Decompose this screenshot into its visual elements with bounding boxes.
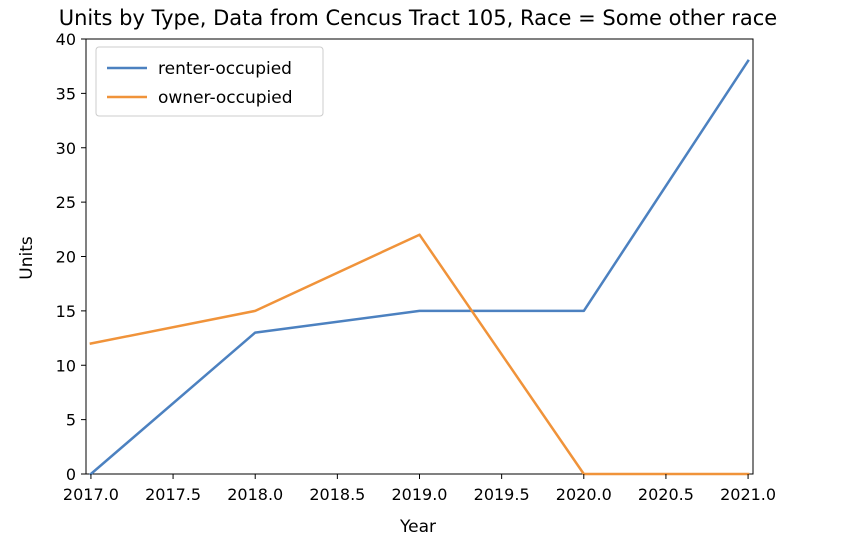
x-tick-label: 2021.0 [720, 485, 776, 504]
y-tick-label: 25 [56, 193, 76, 212]
legend-label-owner-occupied: owner-occupied [158, 88, 293, 108]
x-tick-label: 2020.0 [556, 485, 612, 504]
y-tick-label: 15 [56, 302, 76, 321]
x-tick-label: 2017.0 [63, 485, 119, 504]
x-axis-ticks: 2017.0 2017.5 2018.0 2018.5 2019.0 2019.5 2020… [63, 474, 776, 504]
x-tick-label: 2018.0 [227, 485, 283, 504]
x-tick-label: 2019.5 [474, 485, 530, 504]
y-tick-label: 10 [56, 356, 76, 375]
legend-label-renter-occupied: renter-occupied [158, 59, 292, 79]
series-line-renter-occupied [89, 59, 750, 476]
y-tick-label: 30 [56, 139, 76, 158]
x-axis-label: Year [399, 517, 436, 537]
x-tick-label: 2020.5 [638, 485, 694, 504]
y-axis-label: Units [17, 236, 37, 280]
legend-box [95, 46, 324, 117]
series-line-owner-occupied [89, 233, 750, 476]
x-tick-label: 2017.5 [145, 485, 201, 504]
y-axis-ticks: 0 5 10 15 20 25 30 35 40 [56, 30, 86, 484]
y-tick-label: 40 [56, 30, 76, 49]
y-tick-label: 35 [56, 84, 76, 103]
y-tick-label: 5 [66, 411, 76, 430]
chart-title: Units by Type, Data from Cencus Tract 10… [59, 6, 777, 30]
x-tick-label: 2019.0 [392, 485, 448, 504]
y-tick-label: 20 [56, 248, 76, 267]
legend: renter-occupied owner-occupied [95, 46, 324, 117]
y-tick-label: 0 [66, 465, 76, 484]
series-lines [89, 59, 750, 476]
x-tick-label: 2018.5 [309, 485, 365, 504]
